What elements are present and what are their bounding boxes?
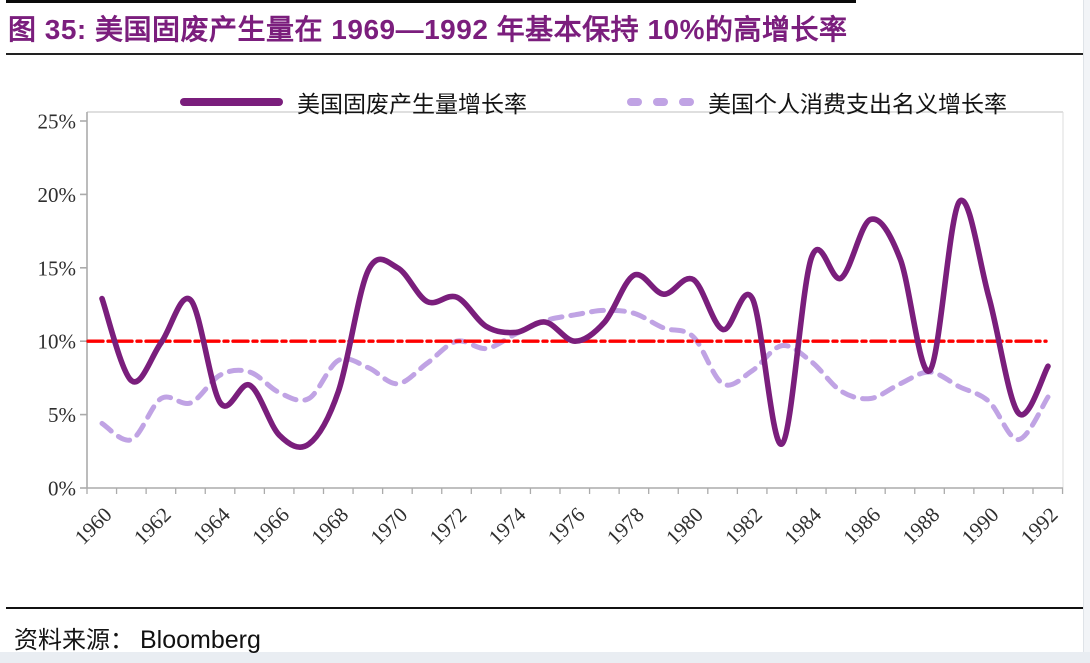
page-edge-bottom [0, 652, 1090, 663]
top-rule [6, 0, 856, 3]
x-tick-label: 1988 [898, 503, 945, 550]
source-line: 资料来源： Bloomberg [14, 620, 261, 655]
source-rule [6, 607, 1083, 609]
plot-box [86, 111, 1064, 489]
x-tick-label: 1974 [484, 502, 531, 549]
y-tick-label: 10% [38, 330, 77, 354]
x-tick-label: 1984 [779, 502, 826, 549]
page-edge-right [1083, 0, 1090, 663]
title-rule [6, 53, 1083, 55]
legend-swatch-solid-line [180, 98, 283, 106]
x-tick-label: 1976 [543, 503, 590, 550]
series-dashed-consumption [99, 307, 1051, 443]
y-tick-label: 20% [38, 183, 77, 207]
figure-title: 图 35: 美国固废产生量在 1969—1992 年基本保持 10%的高增长率 [8, 14, 848, 45]
series-solid-waste [99, 197, 1051, 450]
dash-segment [627, 98, 642, 106]
x-tick-label: 1964 [188, 502, 235, 549]
y-axis: 25% 20% 15% 10% 5% 0% [38, 110, 87, 501]
y-tick-label: 15% [38, 256, 77, 280]
dash-segment [653, 98, 668, 106]
x-tick-label: 1990 [957, 503, 1004, 550]
x-tick-label: 1980 [661, 503, 708, 550]
x-tick-label: 1992 [1016, 503, 1063, 550]
legend-item-dashed: 美国个人消费支出名义增长率 [627, 85, 1007, 119]
x-tick-label: 1986 [838, 503, 885, 550]
legend-item-solid: 美国固废产生量增长率 [180, 85, 527, 119]
x-tick-label: 1968 [306, 503, 353, 550]
x-tick-label: 1960 [70, 503, 117, 550]
legend-label-solid: 美国固废产生量增长率 [297, 92, 527, 117]
x-tick-label: 1962 [129, 503, 176, 550]
x-tick-label: 1966 [247, 503, 294, 550]
dash-segment [679, 98, 694, 106]
chart-canvas: 25% 20% 15% 10% 5% 0%1960 1962 1964 1966 1968 1970… [38, 110, 1064, 550]
x-axis: 1960 1962 1964 1966 1968 1970 1972 1974 1976 1978… [70, 488, 1064, 550]
y-tick-label: 25% [38, 110, 77, 134]
x-tick-label: 1982 [720, 503, 767, 550]
source-prefix: 资料来源： [14, 628, 134, 654]
x-tick-label: 1972 [425, 503, 472, 550]
source-name: Bloomberg [140, 626, 261, 654]
x-tick-label: 1978 [602, 503, 649, 550]
y-tick-label: 5% [48, 403, 76, 427]
legend-label-dashed: 美国个人消费支出名义增长率 [708, 92, 1007, 117]
x-tick-label: 1970 [365, 503, 412, 550]
y-tick-label: 0% [48, 477, 76, 501]
legend-swatch-dashed-line [627, 98, 694, 106]
